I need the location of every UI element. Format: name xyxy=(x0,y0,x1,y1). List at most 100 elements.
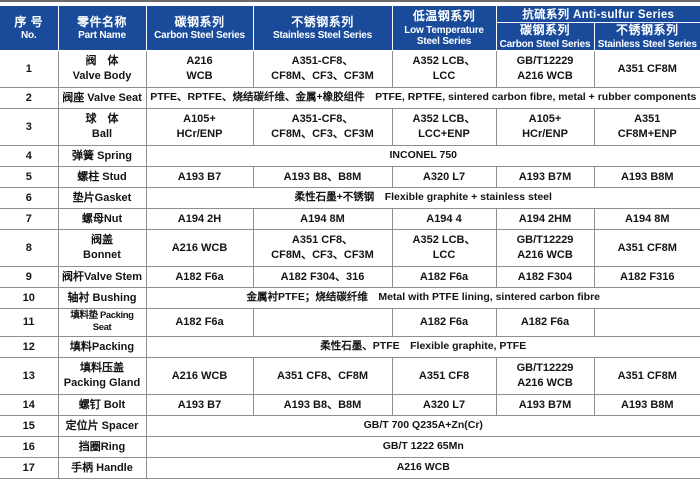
header-part-name: 零件名称 Part Name xyxy=(58,6,146,50)
header-no: 序 号 No. xyxy=(0,6,58,50)
row-number: 14 xyxy=(0,394,58,415)
material-cell: A351 CF8M+ENP xyxy=(594,108,700,145)
material-cell: GB/T 1222 65Mn xyxy=(146,436,700,457)
header-stainless-zh: 不锈钢系列 xyxy=(254,15,392,31)
part-name-cell: 阀 体 Valve Body xyxy=(58,50,146,87)
header-carbon-steel: 碳钢系列 Carbon Steel Series xyxy=(146,6,253,50)
material-cell: A193 B8、B8M xyxy=(253,394,392,415)
material-cell: A194 8M xyxy=(253,208,392,229)
material-cell xyxy=(594,308,700,336)
material-cell: A193 B8M xyxy=(594,166,700,187)
material-cell xyxy=(253,308,392,336)
part-name-cell: 定位片 Spacer xyxy=(58,415,146,436)
material-cell: A194 2HM xyxy=(496,208,594,229)
part-name-cell: 手柄 Handle xyxy=(58,457,146,478)
material-cell: A216 WCB xyxy=(146,457,700,478)
header-anti-sulfur-carbon: 碳钢系列 Carbon Steel Series xyxy=(496,23,594,51)
material-cell: A105+ HCr/ENP xyxy=(496,108,594,145)
row-number: 15 xyxy=(0,415,58,436)
material-cell: 柔性石墨、PTFE Flexible graphite, PTFE xyxy=(146,336,700,357)
material-cell: A216 WCB xyxy=(146,229,253,266)
row-number: 4 xyxy=(0,145,58,166)
part-name-cell: 球 体 Ball xyxy=(58,108,146,145)
material-cell: A351 CF8M xyxy=(594,50,700,87)
material-cell: A351-CF8、 CF8M、CF3、CF3M xyxy=(253,108,392,145)
material-cell: A352 LCB、 LCC xyxy=(392,229,496,266)
row-number: 8 xyxy=(0,229,58,266)
material-cell: A194 8M xyxy=(594,208,700,229)
material-cell: GB/T12229 A216 WCB xyxy=(496,50,594,87)
header-anti-sulfur-stainless: 不锈钢系列 Stainless Steel Series xyxy=(594,23,700,51)
material-cell: A193 B7 xyxy=(146,394,253,415)
header-lowtemp-en: Low Temperature Steel Series xyxy=(393,25,496,47)
header-carbon-zh: 碳钢系列 xyxy=(147,15,253,31)
table-header: 序 号 No. 零件名称 Part Name 碳钢系列 Carbon Steel… xyxy=(0,6,700,50)
material-cell: A351-CF8、 CF8M、CF3、CF3M xyxy=(253,50,392,87)
material-cell: A351 CF8、 CF8M、CF3、CF3M xyxy=(253,229,392,266)
material-cell: INCONEL 750 xyxy=(146,145,700,166)
row-number: 11 xyxy=(0,308,58,336)
material-cell: A193 B7 xyxy=(146,166,253,187)
material-cell: GB/T 700 Q235A+Zn(Cr) xyxy=(146,415,700,436)
material-cell: A320 L7 xyxy=(392,166,496,187)
material-cell: A182 F6a xyxy=(146,308,253,336)
row-number: 3 xyxy=(0,108,58,145)
material-cell: PTFE、RPTFE、烧结碳纤维、金属+橡胶组件 PTFE, RPTFE, si… xyxy=(146,87,700,108)
row-number: 13 xyxy=(0,357,58,394)
material-cell: A182 F6a xyxy=(496,308,594,336)
material-cell: A193 B7M xyxy=(496,394,594,415)
row-number: 16 xyxy=(0,436,58,457)
part-name-cell: 填料垫 Packing Seat xyxy=(58,308,146,336)
material-cell: A216 WCB xyxy=(146,50,253,87)
part-name-cell: 螺钉 Bolt xyxy=(58,394,146,415)
material-cell: A182 F6a xyxy=(392,308,496,336)
part-name-cell: 阀座 Valve Seat xyxy=(58,87,146,108)
header-as-carbon-en: Carbon Steel Series xyxy=(497,39,594,50)
material-cell: A105+ HCr/ENP xyxy=(146,108,253,145)
material-cell: A351 CF8M xyxy=(594,357,700,394)
material-cell: A182 F304、316 xyxy=(253,266,392,287)
material-cell: A352 LCB、 LCC xyxy=(392,50,496,87)
material-cell: GB/T12229 A216 WCB xyxy=(496,229,594,266)
header-lowtemp-zh: 低温钢系列 xyxy=(393,9,496,25)
part-name-cell: 挡圈Ring xyxy=(58,436,146,457)
header-stainless-en: Stainless Steel Series xyxy=(254,30,392,41)
row-number: 6 xyxy=(0,187,58,208)
header-stainless-steel: 不锈钢系列 Stainless Steel Series xyxy=(253,6,392,50)
part-name-cell: 填料压盖 Packing Gland xyxy=(58,357,146,394)
material-cell: A193 B8、B8M xyxy=(253,166,392,187)
material-cell: 金属衬PTFE；烧结碳纤维 Metal with PTFE lining, si… xyxy=(146,287,700,308)
row-number: 10 xyxy=(0,287,58,308)
part-name-cell: 填料Packing xyxy=(58,336,146,357)
material-cell: A352 LCB、 LCC+ENP xyxy=(392,108,496,145)
part-name-cell: 轴衬 Bushing xyxy=(58,287,146,308)
materials-spec-table: 序 号 No. 零件名称 Part Name 碳钢系列 Carbon Steel… xyxy=(0,6,700,479)
part-name-cell: 垫片Gasket xyxy=(58,187,146,208)
material-cell: A182 F304 xyxy=(496,266,594,287)
header-part-en: Part Name xyxy=(59,30,146,41)
material-cell: A351 CF8、CF8M xyxy=(253,357,392,394)
row-number: 12 xyxy=(0,336,58,357)
material-cell: A194 4 xyxy=(392,208,496,229)
material-cell: A182 F6a xyxy=(392,266,496,287)
material-cell: A320 L7 xyxy=(392,394,496,415)
top-rule xyxy=(0,0,700,2)
part-name-cell: 螺柱 Stud xyxy=(58,166,146,187)
part-name-cell: 阀杆Valve Stem xyxy=(58,266,146,287)
part-name-cell: 阀盖 Bonnet xyxy=(58,229,146,266)
header-anti-sulfur-group: 抗硫系列 Anti-sulfur Series xyxy=(496,6,700,23)
